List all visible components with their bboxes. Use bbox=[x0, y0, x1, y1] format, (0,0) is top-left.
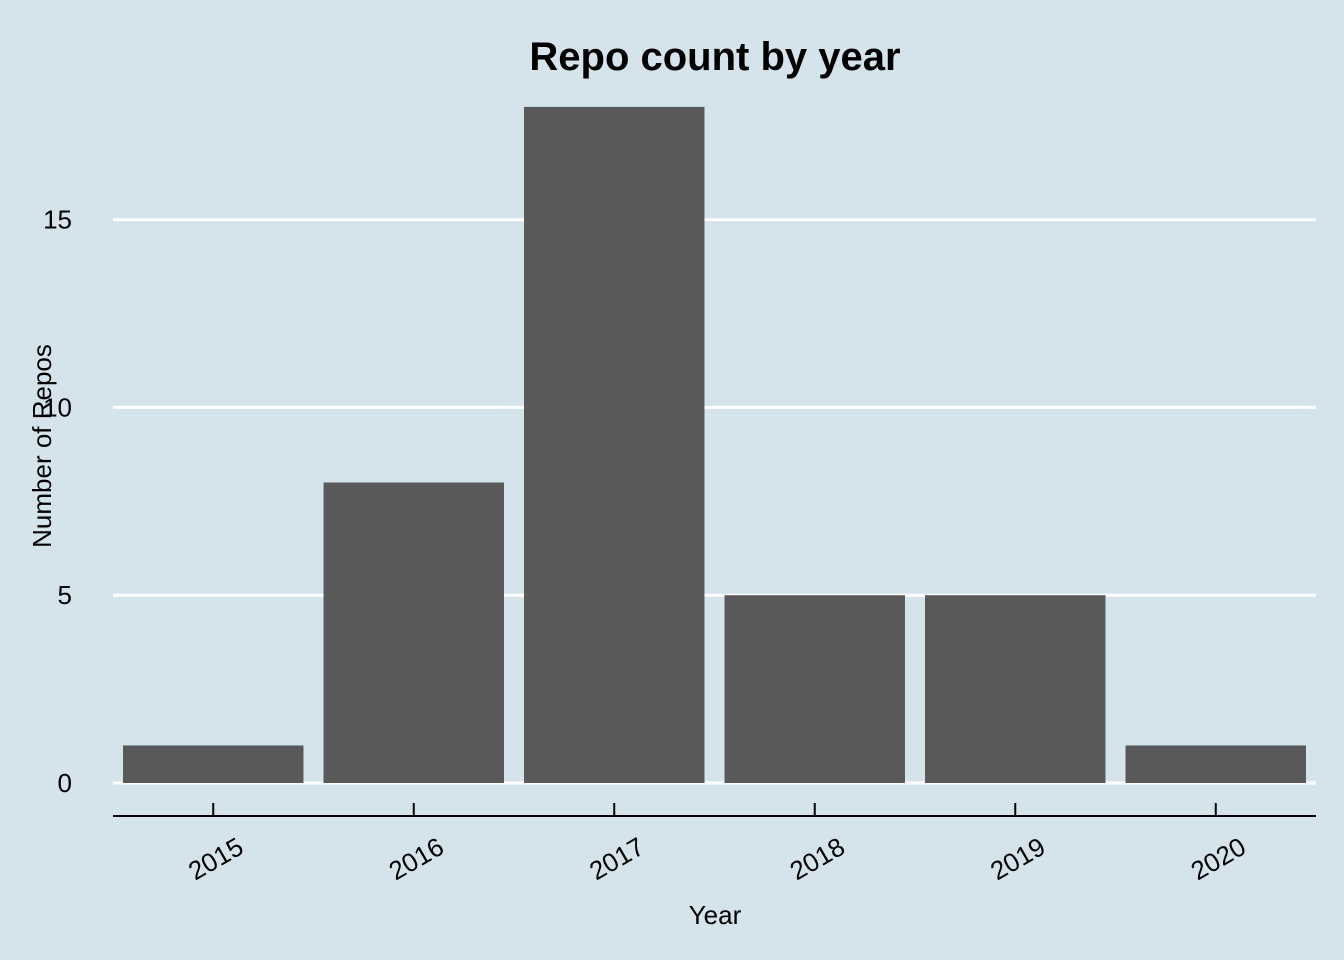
bar-2015 bbox=[123, 745, 304, 783]
gridlines bbox=[113, 218, 1316, 785]
y-axis-label: Number of Repos bbox=[27, 344, 57, 548]
bar-2018 bbox=[724, 595, 905, 783]
bar-2017 bbox=[524, 106, 705, 784]
x-axis-ticks: 2015 2016 2017 2018 2019 2020 bbox=[183, 803, 1251, 886]
y-tick-label-5: 5 bbox=[58, 580, 72, 610]
y-axis-ticks: 0 5 10 15 bbox=[43, 205, 72, 798]
chart-title: Repo count by year bbox=[529, 35, 900, 79]
y-tick-label-10: 10 bbox=[43, 392, 72, 422]
bars bbox=[123, 106, 1306, 784]
x-axis-label: Year bbox=[689, 900, 742, 930]
y-tick-label-15: 15 bbox=[43, 205, 72, 235]
y-tick-label-0: 0 bbox=[58, 768, 72, 798]
bar-2016 bbox=[323, 482, 504, 783]
bar-2019 bbox=[925, 595, 1106, 783]
bar-2020 bbox=[1125, 745, 1306, 783]
